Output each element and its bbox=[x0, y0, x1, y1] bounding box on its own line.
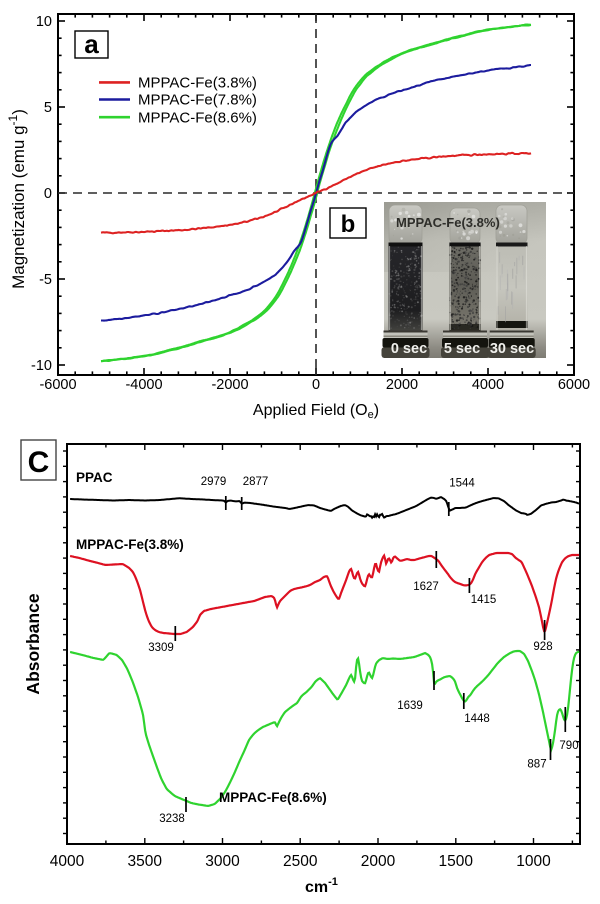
svg-text:6000: 6000 bbox=[558, 377, 590, 393]
svg-text:3000: 3000 bbox=[205, 853, 240, 870]
svg-text:1627: 1627 bbox=[413, 581, 439, 593]
svg-text:1639: 1639 bbox=[397, 700, 423, 712]
svg-text:3238: 3238 bbox=[159, 813, 185, 825]
svg-text:5: 5 bbox=[44, 100, 52, 116]
svg-text:10: 10 bbox=[36, 14, 52, 30]
svg-text:Applied Field (Oe): Applied Field (Oe) bbox=[253, 402, 379, 421]
svg-text:0: 0 bbox=[312, 377, 320, 393]
svg-text:b: b bbox=[341, 211, 356, 238]
svg-text:1415: 1415 bbox=[471, 594, 497, 606]
svg-text:PPAC: PPAC bbox=[76, 470, 113, 485]
svg-text:0 sec: 0 sec bbox=[391, 341, 427, 357]
svg-text:MPPAC-Fe(3.8%): MPPAC-Fe(3.8%) bbox=[396, 215, 500, 230]
svg-text:1500: 1500 bbox=[439, 853, 474, 870]
svg-text:0: 0 bbox=[44, 186, 52, 202]
svg-text:1000: 1000 bbox=[516, 853, 551, 870]
svg-text:30 sec: 30 sec bbox=[490, 341, 534, 357]
svg-text:2500: 2500 bbox=[283, 853, 318, 870]
svg-text:928: 928 bbox=[533, 641, 552, 653]
svg-text:2000: 2000 bbox=[386, 377, 418, 393]
svg-text:790: 790 bbox=[559, 740, 578, 752]
svg-text:4000: 4000 bbox=[50, 853, 85, 870]
svg-text:MPPAC-Fe(3.8%): MPPAC-Fe(3.8%) bbox=[138, 75, 257, 92]
svg-text:-10: -10 bbox=[31, 358, 52, 374]
svg-text:5 sec: 5 sec bbox=[444, 341, 480, 357]
svg-text:-2000: -2000 bbox=[211, 377, 248, 393]
svg-text:MPPAC-Fe(8.6%): MPPAC-Fe(8.6%) bbox=[219, 790, 327, 805]
svg-text:cm-1: cm-1 bbox=[305, 876, 338, 896]
svg-text:MPPAC-Fe(3.8%): MPPAC-Fe(3.8%) bbox=[76, 537, 184, 552]
svg-text:1448: 1448 bbox=[464, 713, 490, 725]
svg-text:MPPAC-Fe(7.8%): MPPAC-Fe(7.8%) bbox=[138, 92, 257, 109]
svg-text:887: 887 bbox=[527, 759, 546, 771]
svg-text:3500: 3500 bbox=[128, 853, 163, 870]
svg-text:MPPAC-Fe(8.6%): MPPAC-Fe(8.6%) bbox=[138, 110, 257, 127]
svg-text:2877: 2877 bbox=[243, 476, 269, 488]
svg-text:4000: 4000 bbox=[472, 377, 504, 393]
svg-text:2979: 2979 bbox=[201, 476, 227, 488]
svg-text:Absorbance: Absorbance bbox=[23, 593, 43, 694]
svg-text:C: C bbox=[28, 446, 50, 479]
svg-text:-4000: -4000 bbox=[125, 377, 162, 393]
svg-text:a: a bbox=[84, 29, 99, 59]
svg-text:2000: 2000 bbox=[361, 853, 396, 870]
svg-text:3309: 3309 bbox=[148, 642, 174, 654]
svg-text:-6000: -6000 bbox=[39, 377, 76, 393]
svg-text:-5: -5 bbox=[39, 272, 52, 288]
svg-text:1544: 1544 bbox=[449, 478, 475, 490]
svg-text:Magnetization (emu g-1): Magnetization (emu g-1) bbox=[6, 109, 28, 289]
